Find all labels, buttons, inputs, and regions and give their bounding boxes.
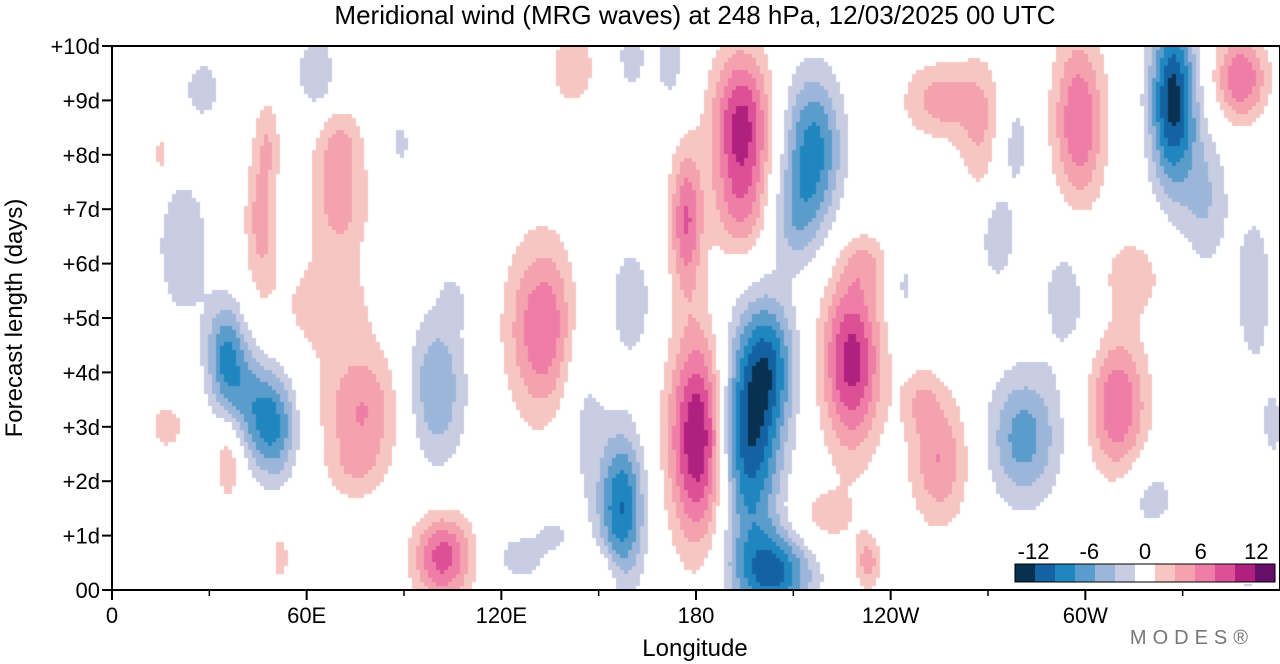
colorbar-swatch [1075,564,1096,582]
colorbar-swatch [1095,564,1116,582]
y-tick-label: +4d [63,360,100,385]
colorbar-label: -12 [1018,539,1050,564]
y-tick-label: +1d [63,524,100,549]
x-tick-label: 120E [476,603,527,628]
x-tick-label: 0 [106,603,118,628]
y-tick-label: +7d [63,197,100,222]
y-tick-label: +6d [63,252,100,277]
colorbar-swatch [1175,564,1196,582]
x-tick-label: 60E [287,603,326,628]
colorbar-swatch [1115,564,1136,582]
y-tick-label: 00 [76,578,100,603]
y-axis-label: Forecast length (days) [1,199,28,438]
colorbar-swatch [1155,564,1176,582]
contour-field [112,46,1280,590]
colorbar-swatch [1055,564,1076,582]
y-tick-label: +9d [63,88,100,113]
y-tick-label: +10d [50,34,100,59]
colorbar-legend: -12 -6 0 6 12 [1007,536,1279,584]
x-axis-label: Longitude [642,635,747,662]
colorbar-swatch [1235,564,1256,582]
colorbar-swatch [1195,564,1216,582]
plot-area [112,46,1280,590]
colorbar-swatch [1255,564,1276,582]
y-tick-label: +3d [63,415,100,440]
x-tick-label: 60W [1063,603,1108,628]
x-tick-label: 180 [678,603,715,628]
colorbar-label: 12 [1244,539,1268,564]
chart-title: Meridional wind (MRG waves) at 248 hPa, … [334,0,1055,30]
modes-logo: MODES® [1130,627,1254,649]
y-axis: 00 +1d +2d +3d +4d +5d +6d +7d +8d +9d +10d [50,34,112,603]
colorbar-swatch [1135,564,1156,582]
y-tick-label: +5d [63,306,100,331]
colorbar-label: -6 [1080,539,1100,564]
colorbar-label: 6 [1195,539,1207,564]
colorbar-frame [1014,563,1276,583]
y-tick-label: +2d [63,469,100,494]
colorbar-swatch [1215,564,1236,582]
x-tick-label: 120W [862,603,920,628]
x-axis: 0 60E 120E 180 120W 60W [106,590,1184,628]
colorbar-swatch [1035,564,1056,582]
y-tick-label: +8d [63,143,100,168]
colorbar-swatch [1015,564,1036,582]
colorbar-label: 0 [1139,539,1151,564]
